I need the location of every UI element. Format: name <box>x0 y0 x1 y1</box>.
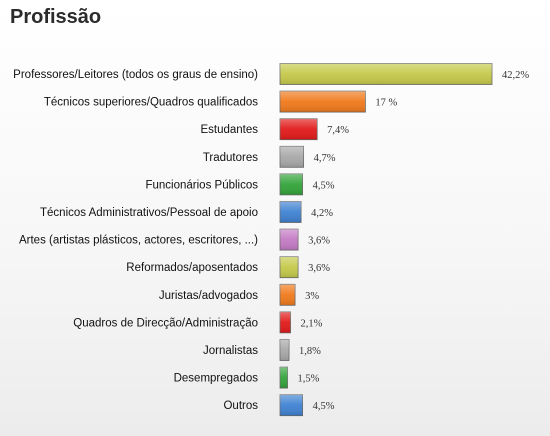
bar-highlight <box>280 201 302 223</box>
category-label: Técnicos superiores/Quadros qualificados <box>44 97 258 109</box>
category-label: Tradutores <box>203 152 258 164</box>
bar-highlight <box>280 146 304 168</box>
bar-highlight <box>280 173 303 195</box>
bar-highlight <box>280 394 303 416</box>
bar-highlight <box>280 229 299 251</box>
category-label: Quadros de Direcção/Administração <box>73 317 258 329</box>
category-label: Estudantes <box>200 124 258 136</box>
category-label: Outros <box>223 400 258 412</box>
bar-highlight <box>280 367 288 389</box>
bar-highlight <box>280 311 291 333</box>
value-label: 4,5% <box>313 401 335 412</box>
bar-highlight <box>280 91 366 113</box>
bar-highlight <box>280 284 296 306</box>
category-label: Reformados/aposentados <box>126 262 258 274</box>
category-label: Artes (artistas plásticos, actores, escr… <box>19 235 258 247</box>
value-label: 17 % <box>375 98 397 109</box>
bar-highlight <box>280 339 290 361</box>
category-label: Professores/Leitores (todos os graus de … <box>13 69 258 81</box>
chart-title: Profissão <box>10 6 102 28</box>
value-label: 3,6% <box>308 263 330 274</box>
value-label: 7,4% <box>327 125 349 136</box>
value-label: 2,1% <box>301 318 323 329</box>
bar-highlight <box>280 63 492 85</box>
value-label: 4,5% <box>313 180 335 191</box>
bars-layer: Professores/Leitores (todos os graus de … <box>13 63 529 417</box>
category-label: Desempregados <box>174 373 259 385</box>
category-label: Técnicos Administrativos/Pessoal de apoi… <box>40 207 258 219</box>
value-label: 3% <box>305 291 319 302</box>
category-label: Funcionários Públicos <box>145 179 258 191</box>
category-label: Jornalistas <box>203 345 258 357</box>
bar-highlight <box>280 118 318 140</box>
value-label: 1,8% <box>299 346 321 357</box>
value-label: 4,7% <box>314 153 336 164</box>
value-label: 3,6% <box>308 236 330 247</box>
value-label: 1,5% <box>298 374 320 385</box>
bar-highlight <box>280 256 299 278</box>
value-label: 42,2% <box>502 70 529 81</box>
category-label: Juristas/advogados <box>159 290 258 302</box>
value-label: 4,2% <box>311 208 333 219</box>
